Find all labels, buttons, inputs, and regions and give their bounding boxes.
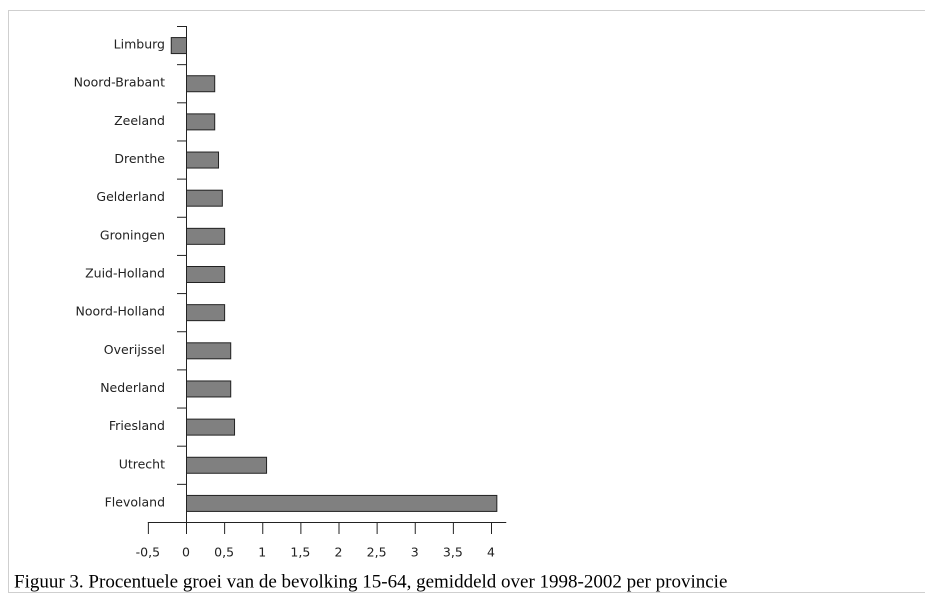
y-tick-label: Gelderland [96, 189, 165, 204]
caption: Figuur 3. Procentuele groei van de bevol… [14, 571, 727, 592]
y-tick-label: Nederland [100, 380, 165, 395]
y-tick-label: Zuid-Holland [85, 266, 165, 281]
bar [186, 189, 223, 207]
bar [186, 342, 232, 360]
bar [186, 494, 498, 512]
bar [186, 456, 268, 474]
bar [186, 304, 226, 322]
x-tick-label: -0,5 [136, 545, 160, 560]
y-tick-label: Flevoland [105, 494, 165, 509]
x-tick-label: 3,5 [443, 545, 463, 560]
bar [186, 380, 232, 398]
y-tick-label: Noord-Brabant [74, 75, 165, 90]
y-tick-label: Zeeland [114, 113, 165, 128]
y-tick-label: Limburg [114, 37, 165, 52]
x-tick-label: 0 [182, 545, 190, 560]
bar [186, 418, 236, 436]
bar [186, 113, 216, 131]
y-tick-label: Groningen [100, 227, 165, 242]
x-tick-label: 2,5 [367, 545, 387, 560]
x-tick-label: 4 [487, 545, 495, 560]
x-tick-label: 1,5 [290, 545, 310, 560]
bar [186, 266, 226, 283]
x-tick-label: 0,5 [214, 545, 234, 560]
y-tick-label: Friesland [109, 418, 165, 433]
bar [186, 227, 226, 245]
bar [186, 75, 216, 93]
bar [170, 37, 187, 55]
x-tick-label: 3 [411, 545, 419, 560]
y-tick-label: Drenthe [114, 151, 165, 166]
y-tick-label: Overijssel [104, 342, 165, 357]
bar [186, 151, 220, 169]
x-tick-label: 2 [335, 545, 343, 560]
y-tick-label: Utrecht [119, 456, 165, 471]
x-tick-label: 1 [258, 545, 266, 560]
y-tick-label: Noord-Holland [75, 304, 165, 319]
